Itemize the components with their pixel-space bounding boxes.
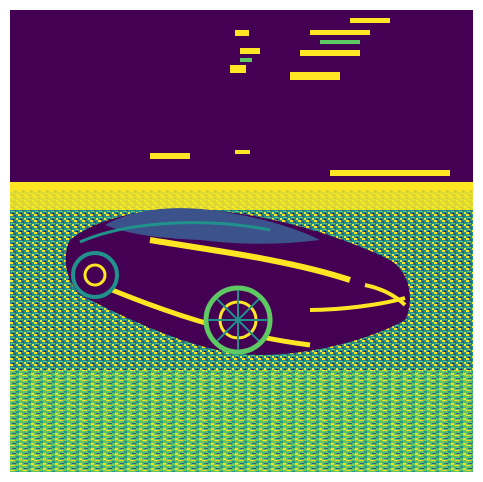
car-on-salt-flats-image — [10, 10, 473, 472]
car-image — [10, 10, 473, 472]
sky-region — [10, 10, 473, 190]
cloud-streaks — [10, 18, 473, 190]
car-silhouette — [65, 208, 411, 355]
